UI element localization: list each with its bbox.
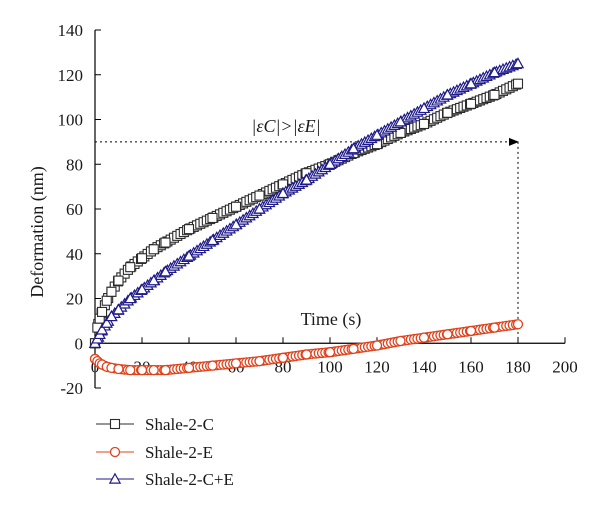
legend-item: Shale-2-C xyxy=(96,415,214,434)
series-2 xyxy=(88,57,525,348)
data-point xyxy=(301,349,312,360)
series-layer xyxy=(88,57,525,376)
data-point xyxy=(465,98,477,109)
data-point xyxy=(254,190,265,201)
y-tick-label: 100 xyxy=(58,111,84,130)
data-point xyxy=(394,115,407,127)
data-point xyxy=(135,283,149,295)
data-point xyxy=(418,118,430,130)
x-tick-label: 120 xyxy=(364,357,390,376)
legend-label: Shale-2-C xyxy=(145,415,214,434)
y-tick-label: -20 xyxy=(60,379,83,398)
data-point xyxy=(465,325,477,337)
data-point xyxy=(148,244,159,255)
data-point xyxy=(136,364,148,376)
data-point xyxy=(206,233,219,246)
x-tick-label: 100 xyxy=(317,357,343,376)
data-point xyxy=(370,128,384,140)
axis-labels: Deformation (nm) Time (s) |εC|>|εE| xyxy=(27,116,361,330)
data-point xyxy=(124,292,137,304)
data-point xyxy=(148,364,159,376)
y-tick-label: 40 xyxy=(66,245,83,264)
data-point xyxy=(323,157,337,169)
data-point xyxy=(113,275,124,286)
y-tick-label: 80 xyxy=(66,155,83,174)
legend-label: Shale-2-E xyxy=(145,443,213,462)
data-point xyxy=(417,101,431,114)
legend: Shale-2-C Shale-2-E Shale-2-C+E xyxy=(96,415,234,489)
legend-marker xyxy=(108,472,122,484)
annotations xyxy=(94,92,519,344)
data-point xyxy=(511,57,525,69)
data-point xyxy=(100,316,113,328)
data-point xyxy=(230,201,242,212)
data-point xyxy=(160,237,171,248)
x-tick-label: 160 xyxy=(458,357,484,376)
data-point xyxy=(105,309,118,322)
data-point xyxy=(136,253,148,264)
data-point xyxy=(347,142,360,154)
data-point xyxy=(395,127,406,138)
data-point xyxy=(442,107,453,118)
axes: -200204060801001201400204060801001201401… xyxy=(58,21,578,398)
data-point xyxy=(489,89,500,100)
data-point xyxy=(125,364,136,376)
data-point xyxy=(512,319,524,330)
legend-label: Shale-2-C+E xyxy=(145,470,234,489)
data-point xyxy=(97,306,108,317)
data-point xyxy=(464,77,478,89)
data-point xyxy=(147,274,160,286)
inequality-annotation: |εC|>|εE| xyxy=(251,116,320,136)
data-point xyxy=(125,262,136,273)
legend-marker xyxy=(109,446,121,458)
data-point xyxy=(276,186,290,199)
data-point xyxy=(442,329,453,340)
data-point xyxy=(277,352,289,363)
data-point xyxy=(207,360,218,371)
data-point xyxy=(230,358,242,369)
y-tick-label: 140 xyxy=(58,21,84,40)
data-point xyxy=(300,173,313,185)
x-tick-label: 200 xyxy=(552,357,578,376)
y-tick-label: 60 xyxy=(66,200,83,219)
data-point xyxy=(95,323,109,335)
data-point xyxy=(395,335,406,347)
data-point xyxy=(324,347,336,358)
data-point xyxy=(488,66,501,78)
data-point xyxy=(159,265,172,277)
y-tick-label: 20 xyxy=(66,290,83,309)
data-point xyxy=(253,202,266,214)
data-point xyxy=(254,355,265,367)
data-point xyxy=(101,295,112,306)
data-point xyxy=(183,224,195,235)
data-point xyxy=(489,322,500,333)
data-point xyxy=(348,343,359,354)
y-tick-label: 120 xyxy=(58,66,84,85)
x-axis-title: Time (s) xyxy=(301,309,362,330)
legend-item: Shale-2-C+E xyxy=(96,470,234,489)
legend-marker xyxy=(109,418,121,430)
x-tick-label: 180 xyxy=(505,357,531,376)
data-point xyxy=(113,363,124,375)
data-point xyxy=(207,212,218,223)
legend-item: Shale-2-E xyxy=(96,443,213,462)
y-axis-title: Deformation (nm) xyxy=(27,166,48,297)
data-point xyxy=(418,332,430,343)
data-point xyxy=(160,364,171,376)
data-point xyxy=(441,88,454,100)
data-point xyxy=(512,78,524,89)
data-point xyxy=(371,340,383,351)
series-1 xyxy=(89,319,524,376)
x-tick-label: 0 xyxy=(91,357,100,376)
x-tick-label: 140 xyxy=(411,357,437,376)
y-tick-label: 0 xyxy=(75,334,84,353)
data-point xyxy=(112,303,125,315)
data-point xyxy=(106,286,117,297)
data-point xyxy=(183,362,195,374)
data-point xyxy=(229,218,243,230)
data-point xyxy=(182,249,196,261)
